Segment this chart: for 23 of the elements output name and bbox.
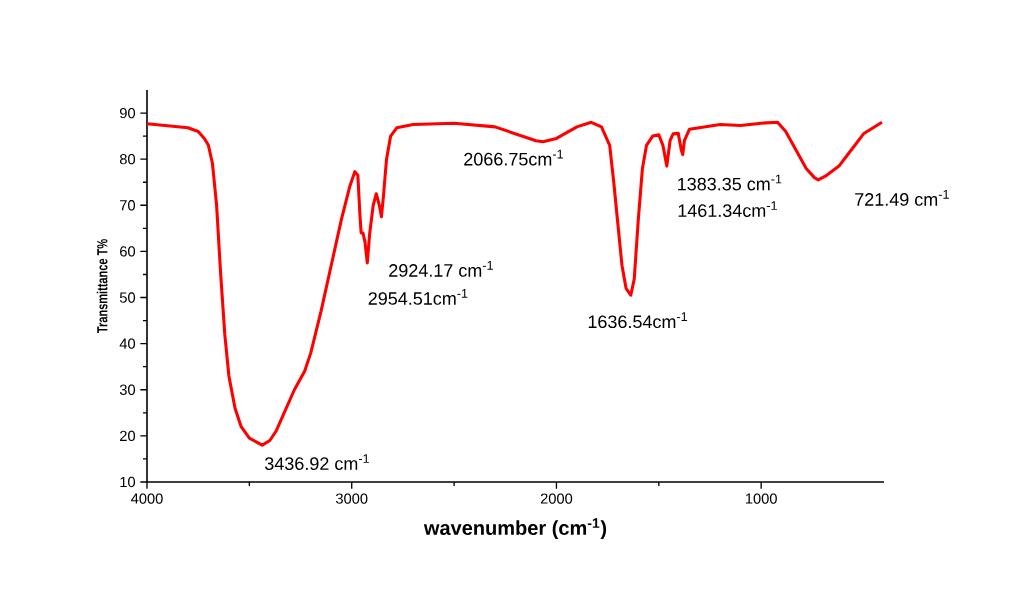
annotation: 1636.54cm$^{-1}$ — [588, 312, 688, 329]
annotation: 721.49 cm$^{-1}$ — [855, 190, 949, 206]
y-tick-label: 20 — [120, 430, 136, 442]
annotation: 2954.51cm$^{-1}$ — [368, 289, 468, 305]
y-tick-label: 80 — [119, 154, 136, 165]
y-tick-label: 90 — [120, 107, 136, 119]
annotation: 2066.75cm$^{-1}$ — [464, 149, 563, 166]
x-tick-label: 1000 — [745, 493, 777, 504]
x-tick-label: 3000 — [335, 493, 368, 504]
annotation: 3436.92 cm$^{-1}$ — [265, 454, 369, 470]
x-axis-title: wavenumber (cm$^{-1}$) — [423, 518, 607, 539]
x-tick-label: 2000 — [540, 493, 573, 504]
annotation: 2924.17 cm$^{-1}$ — [389, 261, 493, 277]
y-tick-label: 10 — [120, 476, 136, 488]
y-tick-label: 50 — [119, 292, 136, 303]
annotation: 1383.35 cm$^{-1}$ — [678, 174, 782, 191]
y-tick-label: 30 — [119, 384, 136, 395]
y-axis-title: Transmittance T% — [96, 239, 108, 333]
y-tick-label: 60 — [120, 246, 136, 257]
annotation: 1461.34cm$^{-1}$ — [678, 201, 777, 217]
x-tick-label: 4000 — [131, 493, 163, 504]
y-tick-label: 70 — [120, 200, 136, 211]
y-tick-label: 40 — [119, 338, 136, 349]
